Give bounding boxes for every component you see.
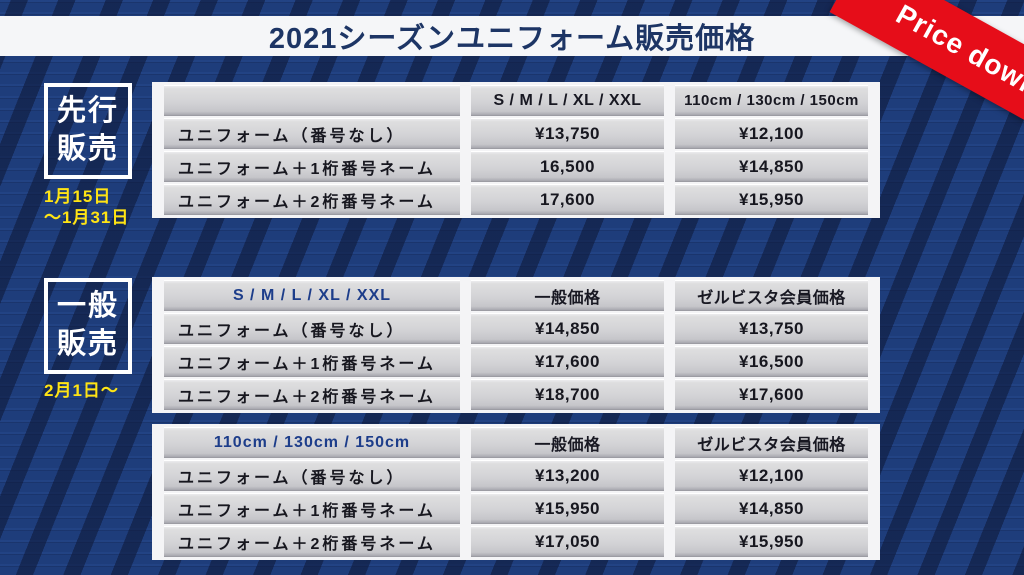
price-cell: ¥17,600: [675, 379, 868, 410]
price-cell: 17,600: [471, 184, 664, 215]
table-row: ユニフォーム（番号なし） ¥13,750 ¥12,100: [164, 118, 868, 149]
advance-sale-badge: 先行 販売: [44, 83, 132, 179]
table-row: ユニフォーム＋1桁番号ネーム ¥15,950 ¥14,850: [164, 493, 868, 524]
general-sale-dates: 2月1日〜: [44, 380, 119, 401]
date-line: 1月15日: [44, 187, 112, 206]
price-cell: ¥17,600: [471, 346, 664, 377]
row-label-cell: ユニフォーム＋2桁番号ネーム: [164, 184, 460, 215]
price-cell: ¥12,100: [675, 460, 868, 491]
row-label-cell: ユニフォーム＋1桁番号ネーム: [164, 346, 460, 377]
row-label-cell: ユニフォーム＋1桁番号ネーム: [164, 493, 460, 524]
column-header-cell: 110cm / 130cm / 150cm: [675, 85, 868, 116]
badge-line: 販売: [56, 328, 119, 360]
column-header-cell: ゼルビスタ会員価格: [675, 280, 868, 311]
page-title: 2021シーズンユニフォーム販売価格: [268, 23, 756, 55]
price-cell: ¥14,850: [471, 313, 664, 344]
table-header-row: 110cm / 130cm / 150cm 一般価格 ゼルビスタ会員価格: [164, 427, 868, 458]
table-row: ユニフォーム＋2桁番号ネーム ¥17,050 ¥15,950: [164, 526, 868, 557]
table-row: ユニフォーム＋1桁番号ネーム ¥17,600 ¥16,500: [164, 346, 868, 377]
advance-price-table: S / M / L / XL / XXL 110cm / 130cm / 150…: [152, 82, 880, 218]
general-sale-badge: 一般 販売: [44, 278, 132, 374]
table-row: ユニフォーム＋2桁番号ネーム ¥18,700 ¥17,600: [164, 379, 868, 410]
column-header-cell: 一般価格: [471, 427, 664, 458]
advance-sale-dates: 1月15日 〜1月31日: [44, 186, 129, 229]
price-cell: ¥18,700: [471, 379, 664, 410]
row-label-cell: ユニフォーム＋1桁番号ネーム: [164, 151, 460, 182]
price-cell: 16,500: [471, 151, 664, 182]
column-header-cell: 一般価格: [471, 280, 664, 311]
price-cell: ¥17,050: [471, 526, 664, 557]
date-line: 〜1月31日: [44, 208, 130, 228]
price-cell: ¥15,950: [471, 493, 664, 524]
row-label-cell: ユニフォーム（番号なし）: [164, 118, 460, 149]
date-line: 2月1日〜: [44, 381, 119, 400]
column-header-cell: S / M / L / XL / XXL: [471, 85, 664, 116]
price-cell: ¥12,100: [675, 118, 868, 149]
table-row: ユニフォーム＋1桁番号ネーム 16,500 ¥14,850: [164, 151, 868, 182]
general-adult-price-table: S / M / L / XL / XXL 一般価格 ゼルビスタ会員価格 ユニフォ…: [152, 277, 880, 413]
row-label-cell: ユニフォーム（番号なし）: [164, 313, 460, 344]
badge-line: 一般: [56, 290, 119, 323]
table-header-row: S / M / L / XL / XXL 110cm / 130cm / 150…: [164, 85, 868, 116]
price-cell: ¥14,850: [675, 151, 868, 182]
row-label-cell: ユニフォーム＋2桁番号ネーム: [164, 379, 460, 410]
row-label-cell: ユニフォーム＋2桁番号ネーム: [164, 526, 460, 557]
table-row: ユニフォーム＋2桁番号ネーム 17,600 ¥15,950: [164, 184, 868, 215]
badge-line: 先行: [56, 95, 119, 128]
table-row: ユニフォーム（番号なし） ¥13,200 ¥12,100: [164, 460, 868, 491]
price-cell: ¥15,950: [675, 526, 868, 557]
column-header-cell: [164, 85, 460, 116]
price-cell: ¥15,950: [675, 184, 868, 215]
general-kids-price-table: 110cm / 130cm / 150cm 一般価格 ゼルビスタ会員価格 ユニフ…: [152, 424, 880, 560]
column-header-cell: S / M / L / XL / XXL: [164, 280, 460, 311]
column-header-cell: 110cm / 130cm / 150cm: [164, 427, 460, 458]
table-row: ユニフォーム（番号なし） ¥14,850 ¥13,750: [164, 313, 868, 344]
row-label-cell: ユニフォーム（番号なし）: [164, 460, 460, 491]
price-cell: ¥13,750: [471, 118, 664, 149]
column-header-cell: ゼルビスタ会員価格: [675, 427, 868, 458]
price-cell: ¥14,850: [675, 493, 868, 524]
badge-line: 販売: [56, 133, 119, 165]
price-cell: ¥16,500: [675, 346, 868, 377]
price-cell: ¥13,200: [471, 460, 664, 491]
table-header-row: S / M / L / XL / XXL 一般価格 ゼルビスタ会員価格: [164, 280, 868, 311]
price-cell: ¥13,750: [675, 313, 868, 344]
